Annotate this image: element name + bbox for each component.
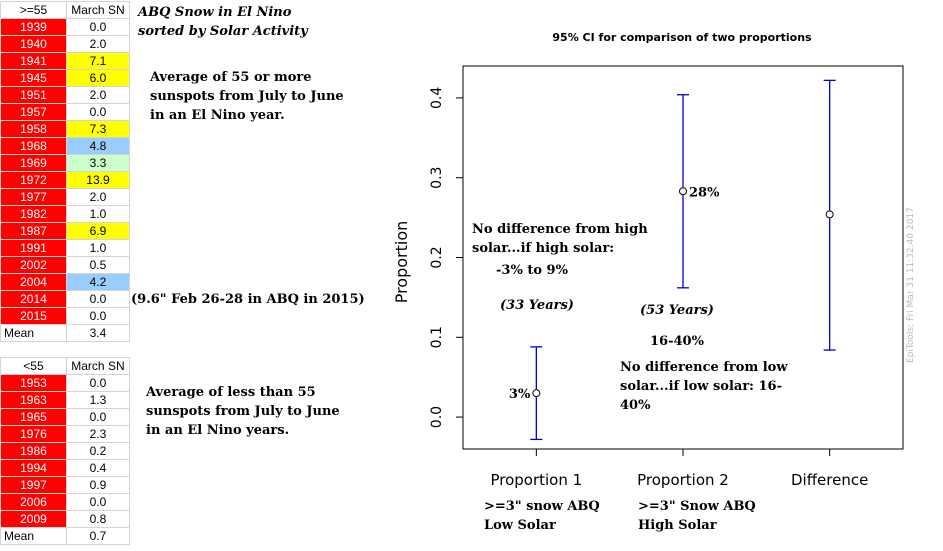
value-cell: 0.0 <box>65 307 131 325</box>
table-row: 2006 0.0 <box>0 493 131 511</box>
value-cell: 0.0 <box>65 290 131 308</box>
table-row: 1987 6.9 <box>0 222 131 240</box>
mean-label: Mean <box>0 324 67 342</box>
year-cell: 1940 <box>0 35 67 53</box>
table-row: 2014 0.0 <box>0 290 131 308</box>
point-estimate <box>679 187 687 196</box>
year-cell: 2006 <box>0 493 67 511</box>
table-row: 2002 0.5 <box>0 256 131 274</box>
value-cell: 13.9 <box>65 171 131 189</box>
mean-row: Mean 3.4 <box>0 324 131 342</box>
table-row: 1940 2.0 <box>0 35 131 53</box>
high-solar-table: >=55 March SN 1939 0.0 1940 2.0 1941 7.1 1945 6.0… <box>0 1 131 342</box>
year-cell: 1965 <box>0 408 67 426</box>
years-33-note: (33 Years) <box>500 298 574 313</box>
table-row: 1969 3.3 <box>0 154 131 172</box>
table-row: 1939 0.0 <box>0 18 131 36</box>
y-tick-label: 0.0 <box>429 406 445 428</box>
year-cell: 1969 <box>0 154 67 172</box>
table-header-row: >=55 March SN <box>0 1 131 19</box>
table-row: 1977 2.0 <box>0 188 131 206</box>
value-cell: 6.9 <box>65 222 131 240</box>
table-row: 1957 0.0 <box>0 103 131 121</box>
point-label: 3% <box>509 387 531 402</box>
table-row: 1965 0.0 <box>0 408 131 426</box>
low-solar-description: Average of less than 55 sunspots from Ju… <box>146 385 340 438</box>
table-row: 2015 0.0 <box>0 307 131 325</box>
year-cell: 1997 <box>0 476 67 494</box>
value-cell: 4.2 <box>65 273 131 291</box>
y-tick-label: 0.2 <box>429 246 445 268</box>
table-row: 1982 1.0 <box>0 205 131 223</box>
x-tick-label: Proportion 2 <box>637 471 729 489</box>
year-cell: 1939 <box>0 18 67 36</box>
table-row: 1958 7.3 <box>0 120 131 138</box>
range-high-note: -3% to 9% <box>496 263 568 278</box>
year-cell: 1945 <box>0 69 67 87</box>
table-row: 1945 6.0 <box>0 69 131 87</box>
proportion2-caption: >=3" Snow ABQ High Solar <box>638 499 756 533</box>
watermark: EpiTools: Fri Mar 31 11:32:40 2017 <box>906 207 916 363</box>
value-cell: 0.0 <box>65 493 131 511</box>
year-cell: 1976 <box>0 425 67 443</box>
proportion1-caption: >=3" snow ABQ Low Solar <box>484 499 600 533</box>
year-cell: 1951 <box>0 86 67 104</box>
table-row: 1968 4.8 <box>0 137 131 155</box>
mean-row: Mean 0.7 <box>0 527 131 545</box>
y-tick-label: 0.4 <box>429 87 445 109</box>
y-axis-label: Proportion <box>392 221 411 304</box>
year-cell: 1941 <box>0 52 67 70</box>
range-low-top-note: 16-40% <box>650 334 704 349</box>
year-cell: 1991 <box>0 239 67 257</box>
value-cell: 3.3 <box>65 154 131 172</box>
value-cell: 0.0 <box>65 103 131 121</box>
value-cell: 0.0 <box>65 408 131 426</box>
value-cell: 0.4 <box>65 459 131 477</box>
year-cell: 2015 <box>0 307 67 325</box>
year-cell: 1957 <box>0 103 67 121</box>
table-title: ABQ Snow in El Nino sorted by Solar Acti… <box>138 3 308 41</box>
low-solar-table: <55 March SN 1953 0.0 1963 1.3 1965 0.0 1976 2.3 1… <box>0 357 131 545</box>
point-estimate <box>825 210 834 219</box>
value-cell: 7.3 <box>65 120 131 138</box>
year-cell: 2014 <box>0 290 67 308</box>
chart-title: 95% CI for comparison of two proportions <box>552 31 812 44</box>
table-row: 1951 2.0 <box>0 86 131 104</box>
table-row: 1997 0.9 <box>0 476 131 494</box>
year-cell: 1987 <box>0 222 67 240</box>
year-cell: 1968 <box>0 137 67 155</box>
year-cell: 1958 <box>0 120 67 138</box>
high-solar-description: Average of 55 or more sunspots from July… <box>150 70 344 123</box>
x-tick-label: Proportion 1 <box>490 471 582 489</box>
y-tick-label: 0.1 <box>429 326 445 348</box>
table-row: 1976 2.3 <box>0 425 131 443</box>
mean-value: 0.7 <box>65 527 131 545</box>
table-header-row: <55 March SN <box>0 357 131 375</box>
value-cell: 4.8 <box>65 137 131 155</box>
header-cell: March SN <box>65 1 131 19</box>
value-cell: 0.0 <box>65 374 131 392</box>
table-row: 1991 1.0 <box>0 239 131 257</box>
point-estimate <box>532 389 541 398</box>
table-title-line2: sorted by Solar Activity <box>138 24 308 39</box>
value-cell: 2.0 <box>65 35 131 53</box>
feb-2015-note: (9.6" Feb 26-28 in ABQ in 2015) <box>131 292 365 307</box>
header-cell: >=55 <box>0 1 67 19</box>
years-53-note: (53 Years) <box>640 303 714 318</box>
mean-value: 3.4 <box>65 324 131 342</box>
value-cell: 0.9 <box>65 476 131 494</box>
x-tick-label: Difference <box>791 471 868 489</box>
header-cell: March SN <box>65 357 131 375</box>
value-cell: 2.0 <box>65 188 131 206</box>
no-difference-high-note: No difference from high solar...if high … <box>472 222 648 256</box>
table-title-line1: ABQ Snow in El Nino <box>138 5 292 20</box>
no-difference-low-note: No difference from low solar...if low so… <box>620 360 788 413</box>
y-tick-label: 0.3 <box>429 167 445 189</box>
table-row: 2009 0.8 <box>0 510 131 528</box>
point-label: 28% <box>689 185 720 200</box>
table-row: 1994 0.4 <box>0 459 131 477</box>
